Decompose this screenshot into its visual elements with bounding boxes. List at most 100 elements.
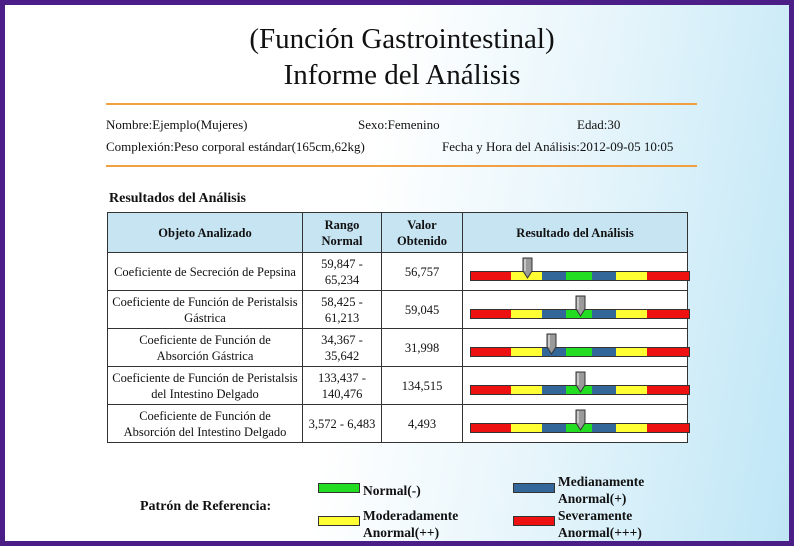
scale-segment-medium bbox=[542, 272, 567, 280]
scale-segment-severe bbox=[471, 310, 511, 318]
legend-label-moderate-line2: Anormal(++) bbox=[363, 525, 440, 540]
row-range: 3,572 - 6,483 bbox=[302, 404, 382, 443]
col-header-value: Valor Obtenido bbox=[381, 212, 463, 253]
legend-label-medium: Medianamente Anormal(+) bbox=[558, 473, 644, 507]
result-scale bbox=[464, 329, 690, 366]
scale-segment-medium bbox=[542, 348, 567, 356]
results-section-title: Resultados del Análisis bbox=[109, 191, 246, 206]
scale-segment-medium bbox=[542, 386, 567, 394]
result-marker-icon bbox=[575, 409, 585, 431]
analysis-datetime: Fecha y Hora del Análisis:2012-09-05 10:… bbox=[442, 139, 674, 154]
legend-swatch-moderate bbox=[318, 516, 360, 526]
result-scale-bar bbox=[470, 271, 690, 281]
results-table: Objeto Analizado Rango Normal Valor Obte… bbox=[107, 212, 690, 443]
row-range: 58,425 - 61,213 bbox=[302, 290, 382, 329]
legend-label-severe: Severamente Anormal(+++) bbox=[558, 507, 642, 541]
row-result bbox=[462, 252, 690, 291]
scale-segment-moderate bbox=[615, 310, 648, 318]
patient-age: Edad:30 bbox=[577, 117, 621, 132]
row-range: 34,367 - 35,642 bbox=[302, 328, 382, 367]
result-marker-icon bbox=[546, 333, 557, 355]
row-result bbox=[462, 328, 690, 367]
scale-segment-normal bbox=[566, 272, 592, 280]
scale-segment-severe bbox=[647, 348, 689, 356]
scale-segment-moderate bbox=[615, 272, 648, 280]
row-item: Coeficiente de Secreción de Pepsina bbox=[107, 252, 303, 291]
report-title-line1: (Función Gastrointestinal) bbox=[249, 23, 555, 55]
scale-segment-normal bbox=[566, 348, 592, 356]
row-result bbox=[462, 404, 690, 443]
result-scale bbox=[464, 405, 690, 442]
legend-swatch-medium bbox=[513, 483, 555, 493]
table-row: Coeficiente de Función de Peristalsis de… bbox=[107, 366, 690, 405]
table-row: Coeficiente de Función de Absorción Gást… bbox=[107, 328, 690, 367]
legend-title: Patrón de Referencia: bbox=[140, 499, 272, 514]
col-header-range: Rango Normal bbox=[302, 212, 382, 253]
scale-segment-medium bbox=[591, 310, 616, 318]
scale-segment-medium bbox=[542, 310, 567, 318]
legend-label-severe-line1: Severamente bbox=[558, 508, 633, 523]
scale-segment-severe bbox=[471, 424, 511, 432]
row-result bbox=[462, 366, 690, 405]
row-value: 134,515 bbox=[381, 366, 463, 405]
result-scale-bar bbox=[470, 347, 690, 357]
scale-segment-medium bbox=[591, 272, 616, 280]
scale-segment-medium bbox=[591, 348, 616, 356]
row-result bbox=[462, 290, 690, 329]
scale-segment-moderate bbox=[510, 310, 543, 318]
scale-segment-moderate bbox=[510, 348, 543, 356]
legend-swatch-normal bbox=[318, 483, 360, 493]
table-row: Coeficiente de Función de Absorción del … bbox=[107, 404, 690, 443]
table-row: Coeficiente de Secreción de Pepsina 59,84… bbox=[107, 252, 690, 291]
result-scale bbox=[464, 367, 690, 404]
legend-swatch-severe bbox=[513, 516, 555, 526]
row-item: Coeficiente de Función de Absorción Gást… bbox=[107, 328, 303, 367]
scale-segment-moderate bbox=[510, 424, 543, 432]
scale-segment-severe bbox=[471, 272, 511, 280]
row-value: 4,493 bbox=[381, 404, 463, 443]
scale-segment-moderate bbox=[615, 386, 648, 394]
col-header-result: Resultado del Análisis bbox=[462, 212, 688, 253]
legend-label-medium-line1: Medianamente bbox=[558, 474, 645, 489]
patient-name: Nombre:Ejemplo(Mujeres) bbox=[106, 117, 248, 132]
scale-segment-severe bbox=[471, 348, 511, 356]
scale-segment-moderate bbox=[510, 386, 543, 394]
result-scale bbox=[464, 253, 690, 290]
patient-build: Complexión:Peso corporal estándar(165cm,… bbox=[106, 139, 365, 154]
row-value: 56,757 bbox=[381, 252, 463, 291]
row-item: Coeficiente de Función de Peristalsis de… bbox=[107, 366, 303, 405]
table-header-row: Objeto Analizado Rango Normal Valor Obte… bbox=[107, 212, 688, 253]
bottom-divider bbox=[106, 165, 697, 167]
scale-segment-severe bbox=[471, 386, 511, 394]
legend-label-moderate: Moderadamente Anormal(++) bbox=[363, 507, 458, 541]
scale-segment-severe bbox=[647, 424, 689, 432]
row-item: Coeficiente de Función de Absorción del … bbox=[107, 404, 303, 443]
scale-segment-severe bbox=[647, 272, 689, 280]
result-scale bbox=[464, 291, 690, 328]
scale-segment-medium bbox=[542, 424, 567, 432]
patient-sex: Sexo:Femenino bbox=[358, 117, 440, 132]
table-row: Coeficiente de Función de Peristalsis Gá… bbox=[107, 290, 690, 329]
scale-segment-severe bbox=[647, 310, 689, 318]
report-title-line2: Informe del Análisis bbox=[283, 59, 521, 91]
result-marker-icon bbox=[522, 257, 533, 279]
result-marker-icon bbox=[575, 371, 585, 393]
row-value: 31,998 bbox=[381, 328, 463, 367]
scale-segment-medium bbox=[591, 424, 616, 432]
top-divider bbox=[106, 103, 697, 105]
row-value: 59,045 bbox=[381, 290, 463, 329]
result-marker-icon bbox=[575, 295, 585, 317]
legend-label-normal: Normal(-) bbox=[363, 483, 421, 498]
row-range: 59,847 - 65,234 bbox=[302, 252, 382, 291]
legend-label-severe-line2: Anormal(+++) bbox=[558, 525, 642, 540]
row-range: 133,437 - 140,476 bbox=[302, 366, 382, 405]
legend-label-moderate-line1: Moderadamente bbox=[363, 508, 459, 523]
scale-segment-medium bbox=[591, 386, 616, 394]
scale-segment-severe bbox=[647, 386, 689, 394]
scale-segment-moderate bbox=[615, 348, 648, 356]
scale-segment-moderate bbox=[615, 424, 648, 432]
col-header-item: Objeto Analizado bbox=[107, 212, 303, 253]
row-item: Coeficiente de Función de Peristalsis Gá… bbox=[107, 290, 303, 329]
legend-label-medium-line2: Anormal(+) bbox=[558, 491, 627, 506]
